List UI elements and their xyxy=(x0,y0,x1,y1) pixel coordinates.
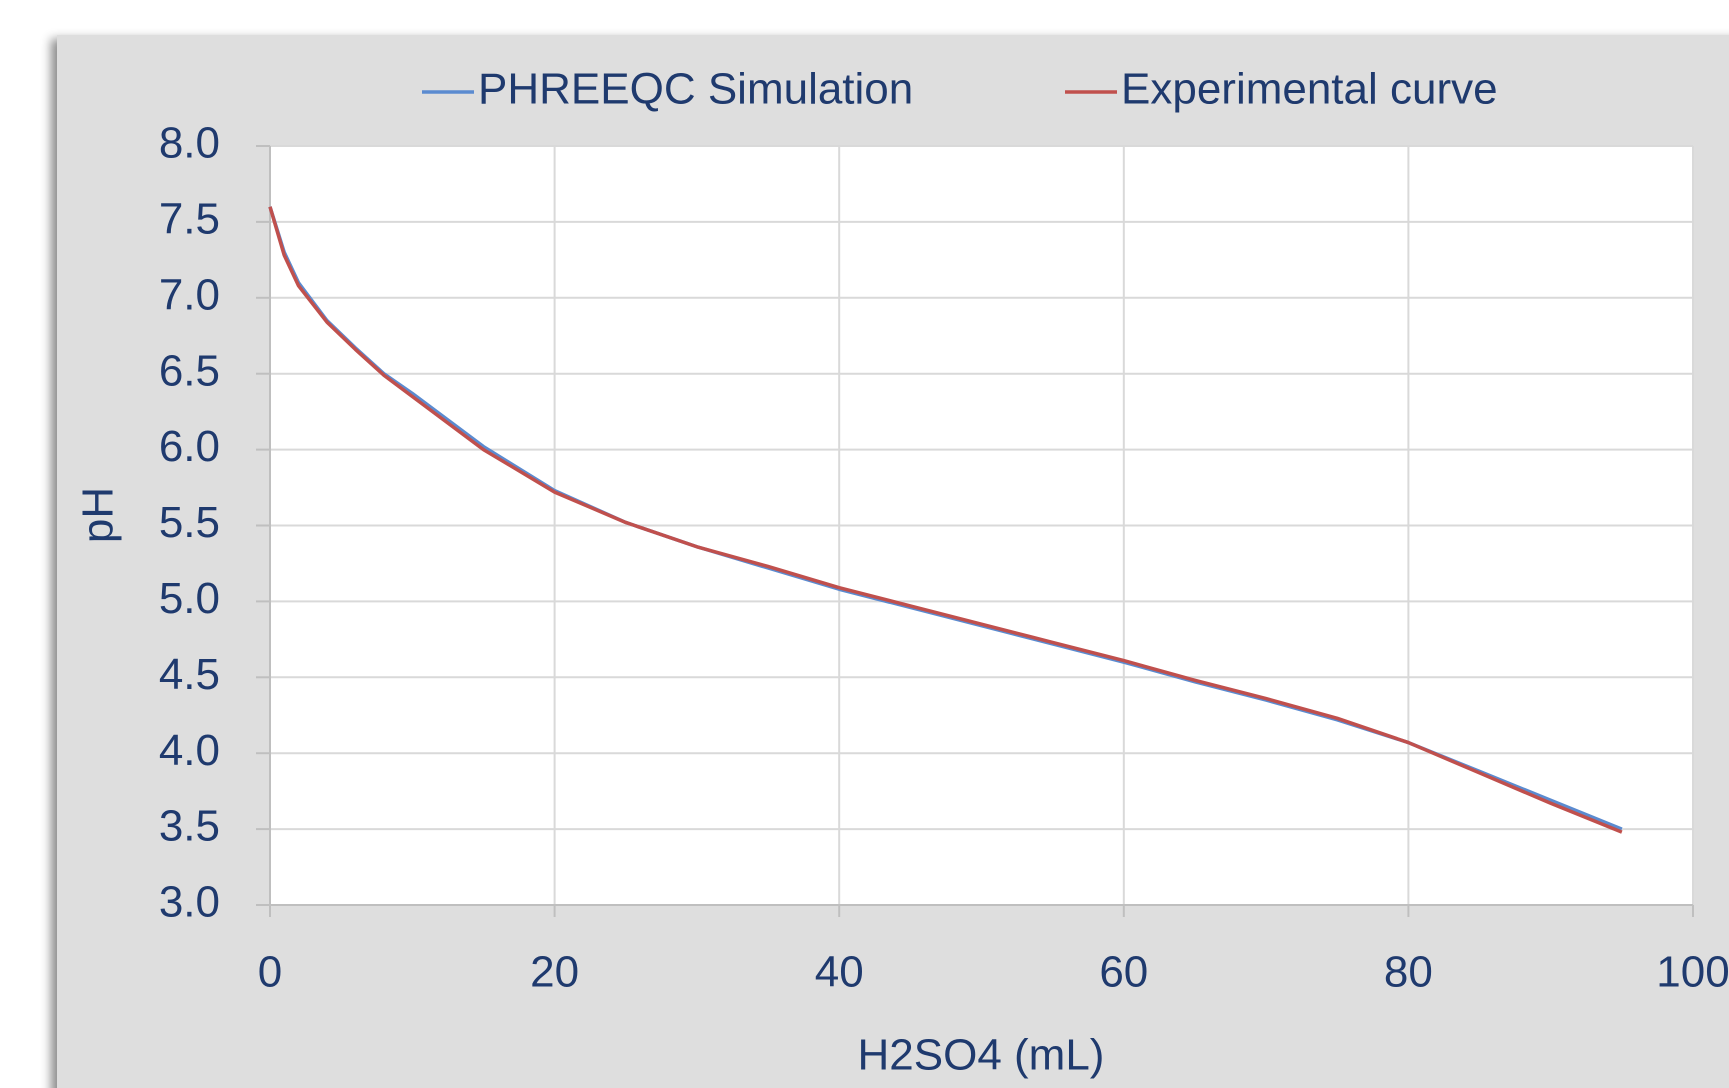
y-tick-label: 4.5 xyxy=(159,650,220,699)
x-tick-label: 40 xyxy=(815,948,864,997)
y-axis-title: pH xyxy=(74,487,123,543)
y-tick-label: 6.0 xyxy=(159,422,220,471)
legend-label: Experimental curve xyxy=(1121,65,1498,114)
y-tick-label: 8.0 xyxy=(159,119,220,168)
series-line xyxy=(268,206,1623,834)
y-tick-label: 4.0 xyxy=(159,726,220,775)
y-tick-label: 5.0 xyxy=(159,574,220,623)
lines xyxy=(268,206,1623,834)
x-tick-label: 80 xyxy=(1384,948,1433,997)
x-tick-label: 20 xyxy=(530,948,579,997)
x-axis-title: H2SO4 (mL) xyxy=(858,1031,1105,1080)
x-tick-label: 60 xyxy=(1099,948,1148,997)
y-tick-label: 7.0 xyxy=(159,270,220,319)
y-tick-label: 7.5 xyxy=(159,195,220,244)
y-tick-label: 5.5 xyxy=(159,498,220,547)
y-tick-label: 3.5 xyxy=(159,802,220,851)
x-tick-label: 100 xyxy=(1656,948,1729,997)
y-tick-label: 3.0 xyxy=(159,878,220,927)
grid xyxy=(256,145,1694,917)
y-tick-label: 6.5 xyxy=(159,346,220,395)
x-tick-label: 0 xyxy=(258,948,282,997)
legend-label: PHREEQC Simulation xyxy=(478,65,913,114)
